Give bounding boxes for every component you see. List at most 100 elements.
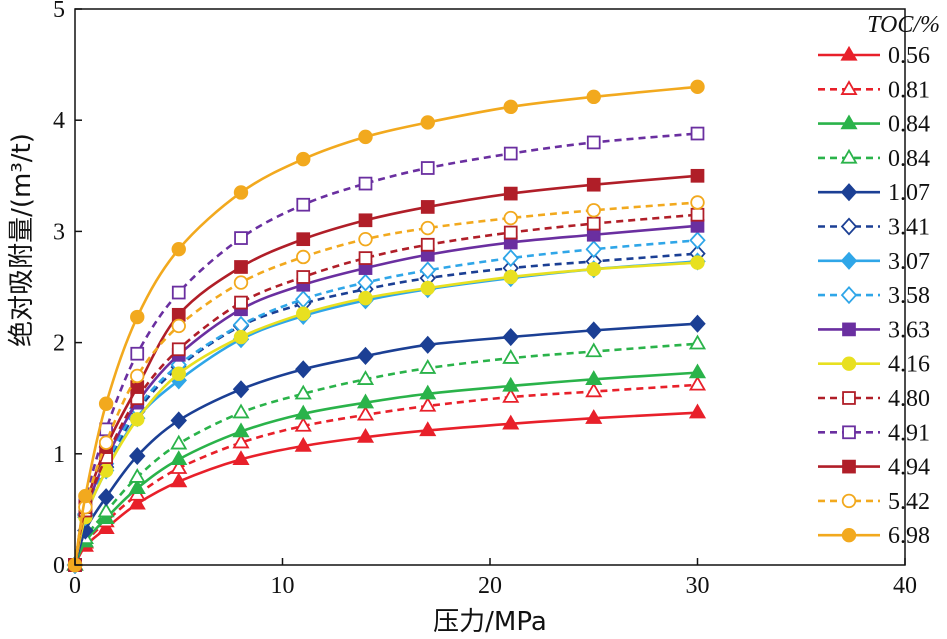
data-point [296, 151, 311, 167]
y-axis-label: 绝对吸附量/(m³/t) [7, 133, 37, 347]
data-point [586, 177, 601, 192]
data-point [98, 396, 114, 411]
series-9 [67, 255, 705, 573]
data-point [586, 227, 601, 242]
data-point [130, 412, 145, 427]
series-14 [67, 79, 705, 573]
data-point [503, 225, 518, 240]
data-point [171, 241, 186, 257]
legend-label: 3.41 [888, 215, 930, 241]
legend-item: 0.81 [818, 77, 930, 103]
y-tick-label: 0 [53, 553, 65, 579]
data-point [358, 251, 373, 265]
data-point [130, 368, 145, 384]
legend-item: 0.56 [818, 43, 930, 69]
data-point [294, 436, 312, 452]
data-point [419, 261, 436, 280]
data-point [689, 231, 706, 250]
data-point [420, 200, 435, 214]
legend-item: 4.16 [818, 352, 930, 378]
data-point [690, 218, 705, 233]
axes-frame [74, 8, 906, 566]
series-8 [68, 218, 705, 572]
legend-marker [840, 148, 858, 164]
data-point [586, 203, 601, 218]
data-point [296, 197, 311, 212]
legend-marker [840, 114, 858, 130]
data-point [128, 468, 146, 483]
legend-item: 4.80 [818, 386, 930, 412]
legend: TOC/% 0.56 0.81 0.84 0.84 1.07 3.41 3.07 3.58 3.… [818, 12, 940, 549]
legend-label: 4.91 [888, 420, 930, 446]
data-point [358, 213, 373, 228]
data-point [688, 375, 707, 391]
x-axis-label: 压力/MPa [433, 607, 547, 637]
data-point [358, 290, 373, 306]
legend-item: 0.84 [818, 112, 930, 138]
data-point [502, 328, 519, 347]
data-point [419, 421, 437, 437]
data-point [358, 231, 373, 247]
data-point [586, 89, 601, 105]
data-point [78, 488, 93, 504]
data-point [690, 126, 705, 141]
data-point [232, 403, 250, 419]
data-point [420, 115, 435, 130]
legend-label: 5.42 [888, 489, 930, 515]
data-point [585, 370, 603, 385]
legend-marker [840, 183, 858, 202]
data-point [98, 435, 114, 450]
legend-item: 3.07 [818, 249, 930, 275]
data-point [171, 285, 186, 300]
data-point [232, 422, 250, 438]
data-point [234, 260, 248, 274]
data-point [689, 314, 706, 333]
data-point [502, 349, 520, 364]
data-point [503, 99, 518, 115]
data-point [357, 346, 374, 365]
data-point [586, 135, 601, 150]
data-point [128, 479, 146, 494]
data-point [503, 186, 518, 201]
data-point [358, 129, 373, 145]
data-point [98, 463, 114, 478]
data-point [502, 249, 519, 268]
data-point [97, 502, 115, 518]
data-point [234, 295, 248, 310]
legend-item: 3.63 [818, 317, 930, 343]
data-point [688, 363, 707, 379]
data-point [294, 416, 312, 432]
data-point [170, 450, 188, 466]
legend-item: 4.94 [818, 455, 930, 481]
data-point [420, 280, 435, 296]
legend-marker [841, 528, 857, 543]
legend-marker [842, 391, 856, 405]
data-point [690, 168, 705, 183]
data-point [356, 427, 375, 443]
data-point [502, 387, 520, 403]
data-point [356, 393, 375, 409]
x-tick-label: 20 [478, 573, 502, 599]
legend-label: 0.81 [888, 77, 930, 103]
legend-label: 3.07 [888, 249, 930, 275]
series-line [73, 411, 698, 566]
legend-label: 1.07 [888, 180, 930, 206]
y-tick-label: 5 [53, 0, 65, 23]
data-point [170, 472, 188, 488]
legend-marker [840, 251, 858, 270]
data-point [129, 446, 146, 466]
data-point [503, 210, 518, 226]
series-line [73, 342, 698, 566]
data-point [128, 494, 146, 510]
data-point [232, 380, 250, 399]
data-point [358, 176, 373, 191]
legend-label: 3.58 [888, 283, 930, 309]
legend-item: 3.58 [818, 283, 930, 309]
data-point [171, 366, 186, 381]
series-line [73, 383, 698, 566]
data-point [502, 376, 520, 392]
data-point [586, 216, 601, 231]
x-tick-label: 10 [271, 573, 295, 599]
legend-marker [842, 425, 856, 440]
data-point [585, 321, 602, 340]
